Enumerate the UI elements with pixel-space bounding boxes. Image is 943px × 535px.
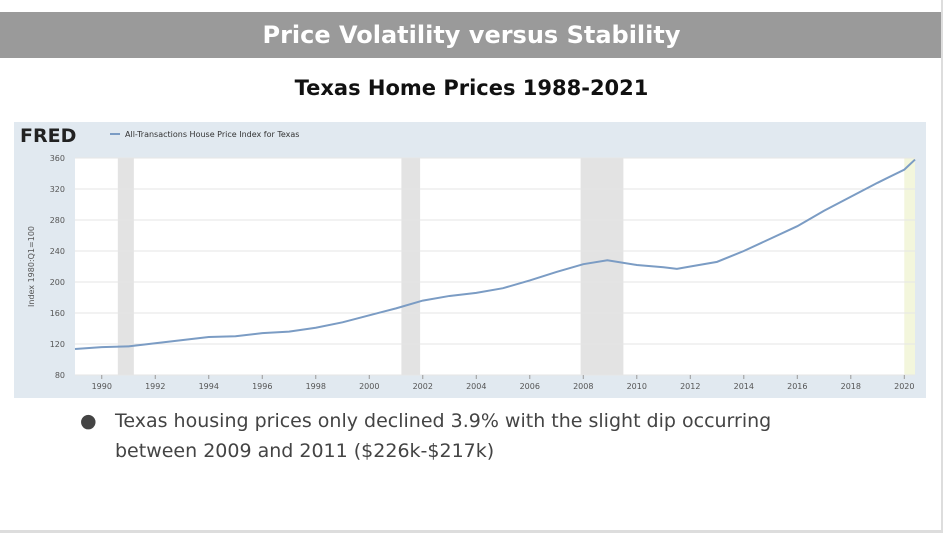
x-tick-label: 1998	[306, 382, 326, 391]
x-tick-label: 2012	[680, 382, 700, 391]
plot-area	[75, 158, 915, 375]
x-tick-label: 1996	[252, 382, 272, 391]
x-tick-label: 1992	[145, 382, 165, 391]
y-tick-label: 160	[50, 309, 65, 318]
x-tick-label: 2004	[466, 382, 486, 391]
legend-label: All-Transactions House Price Index for T…	[125, 130, 299, 139]
recession-band	[401, 158, 421, 375]
series-line	[74, 158, 916, 351]
x-tick-label: 2006	[520, 382, 540, 391]
bullet: ● Texas housing prices only declined 3.9%…	[80, 406, 840, 466]
chart-title: Texas Home Prices 1988-2021	[294, 76, 649, 100]
slide-title: Price Volatility versus Stability	[0, 12, 943, 58]
x-tick-label: 2018	[841, 382, 861, 391]
recession-band	[117, 158, 134, 375]
x-tick-label: 1990	[92, 382, 112, 391]
x-tick-label: 1994	[199, 382, 219, 391]
x-tick-label: 2014	[734, 382, 754, 391]
x-tick-label: 2010	[627, 382, 647, 391]
x-tick-label: 2000	[359, 382, 379, 391]
chart: FRED 80 120 160 200 240 280 320 360 1990 1992 1994…	[14, 122, 926, 398]
recession-band	[904, 158, 915, 375]
x-tick-label: 2016	[787, 382, 807, 391]
x-tick-label: 2008	[573, 382, 593, 391]
recession-band	[580, 158, 624, 375]
y-tick-label: 120	[50, 340, 65, 349]
x-tick-label: 2020	[894, 382, 914, 391]
y-tick-label: 320	[50, 185, 65, 194]
y-tick-label: 360	[50, 154, 65, 163]
logo: FRED	[20, 125, 76, 147]
y-axis-label: Index 1980:Q1=100	[27, 226, 36, 307]
y-tick-label: 240	[50, 247, 65, 256]
bullet-text: Texas housing prices only declined 3.9% …	[115, 410, 772, 462]
y-tick-label: 280	[50, 216, 65, 225]
y-tick-label: 200	[50, 278, 65, 287]
x-tick-label: 2002	[413, 382, 433, 391]
y-tick-label: 80	[55, 371, 65, 380]
bullet-dot: ●	[80, 410, 97, 432]
